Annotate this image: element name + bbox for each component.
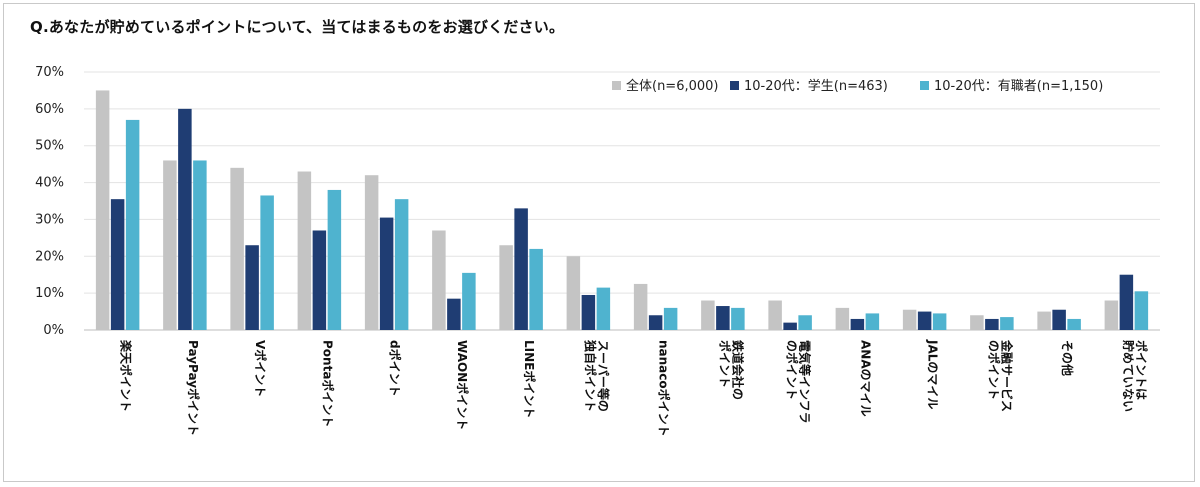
chart-title: Q.あなたが貯めているポイントについて、当てはまるものをお選びください。 xyxy=(30,18,565,36)
y-axis: 0% 10% 20% 30% 40% 50% 60% 70% xyxy=(35,65,64,338)
x-axis-labels: 楽天ポイント PayPayポイント Vポイント Pontaポイント dポイント WAONポ… xyxy=(119,339,1149,437)
legend-swatch xyxy=(920,81,929,90)
bar xyxy=(394,199,409,330)
y-tick-label: 50% xyxy=(35,139,64,154)
bar xyxy=(701,300,715,330)
y-tick-label: 70% xyxy=(35,65,64,80)
y-tick-label: 60% xyxy=(35,102,64,117)
x-tick-label: のポイント xyxy=(785,340,800,400)
bar xyxy=(970,315,984,330)
legend: 全体(n=6,000) 10-20代：学生(n=463) 10-20代：有職者(n=… xyxy=(612,78,1103,94)
bar xyxy=(835,307,850,330)
legend-label: 全体(n=6,000) xyxy=(626,78,719,94)
legend-swatch xyxy=(730,81,739,90)
x-tick-label: スーパー等の xyxy=(596,340,611,412)
bar xyxy=(768,300,782,330)
bar xyxy=(1119,274,1134,330)
x-tick-label: dポイント xyxy=(388,340,403,397)
x-tick-label: 金融サービス xyxy=(999,339,1014,412)
bar xyxy=(731,307,745,330)
y-tick-label: 30% xyxy=(35,212,64,227)
bar xyxy=(260,195,274,330)
x-tick-label: ポイントは xyxy=(1134,340,1149,400)
bar xyxy=(193,160,207,330)
bar xyxy=(917,311,932,330)
bar xyxy=(110,199,125,330)
bar xyxy=(379,217,394,330)
gridlines xyxy=(84,71,1160,331)
bar xyxy=(432,230,446,330)
bar xyxy=(514,208,528,330)
x-tick-label: 貯めていない xyxy=(1121,340,1136,412)
x-tick-label: WAONポイント xyxy=(455,340,470,430)
x-tick-label: のポイント xyxy=(986,340,1001,400)
y-tick-label: 10% xyxy=(35,286,64,301)
x-tick-label: nanacoポイント xyxy=(657,340,672,437)
x-tick-label: JALのマイル xyxy=(926,339,940,409)
bar xyxy=(902,309,917,330)
x-tick-label: 楽天ポイント xyxy=(119,340,134,412)
bar xyxy=(1104,300,1119,330)
bar xyxy=(850,318,865,330)
bar xyxy=(783,322,797,330)
legend-label: 10-20代：有職者(n=1,150) xyxy=(934,79,1103,94)
bar xyxy=(596,287,611,330)
x-tick-label: その他 xyxy=(1060,340,1075,376)
x-tick-label: 鉄道会社の xyxy=(730,340,745,400)
y-tick-label: 40% xyxy=(35,176,64,191)
legend-swatch xyxy=(612,81,621,90)
y-tick-label: 0% xyxy=(43,323,64,338)
x-tick-label: ポイント xyxy=(717,340,732,388)
bar xyxy=(1000,317,1014,330)
bar xyxy=(716,306,730,330)
bar xyxy=(178,108,192,330)
x-tick-label: 独自ポイント xyxy=(583,339,598,412)
bar xyxy=(297,171,312,330)
x-tick-label: Pontaポイント xyxy=(320,340,335,427)
x-tick-label: LINEポイント xyxy=(522,340,537,418)
bar xyxy=(985,318,999,330)
bar xyxy=(663,307,678,330)
bar xyxy=(932,313,947,330)
bars xyxy=(95,90,1149,331)
bar xyxy=(447,298,461,330)
bar xyxy=(1067,318,1081,330)
bar xyxy=(529,248,543,330)
bar xyxy=(633,283,648,330)
bar xyxy=(1134,291,1149,330)
bar xyxy=(230,167,244,330)
x-tick-label: PayPayポイント xyxy=(186,340,201,436)
bar xyxy=(327,189,342,330)
bar xyxy=(499,245,513,330)
bar xyxy=(462,272,476,330)
bar xyxy=(566,256,581,330)
bar xyxy=(648,315,663,330)
bar xyxy=(798,315,812,330)
bar xyxy=(1037,311,1051,330)
x-tick-label: 電気等インフラ xyxy=(798,340,813,424)
bar xyxy=(163,160,177,330)
x-tick-label: ANAのマイル xyxy=(858,340,872,417)
bar xyxy=(1052,309,1066,330)
bar xyxy=(245,245,259,330)
bar xyxy=(312,230,327,330)
bar xyxy=(364,175,379,330)
bar xyxy=(581,294,596,330)
bar xyxy=(125,119,140,331)
y-tick-label: 20% xyxy=(35,249,64,264)
bar xyxy=(95,90,110,330)
bar xyxy=(865,313,880,330)
x-tick-label: Vポイント xyxy=(253,340,268,397)
legend-label: 10-20代：学生(n=463) xyxy=(744,78,888,94)
